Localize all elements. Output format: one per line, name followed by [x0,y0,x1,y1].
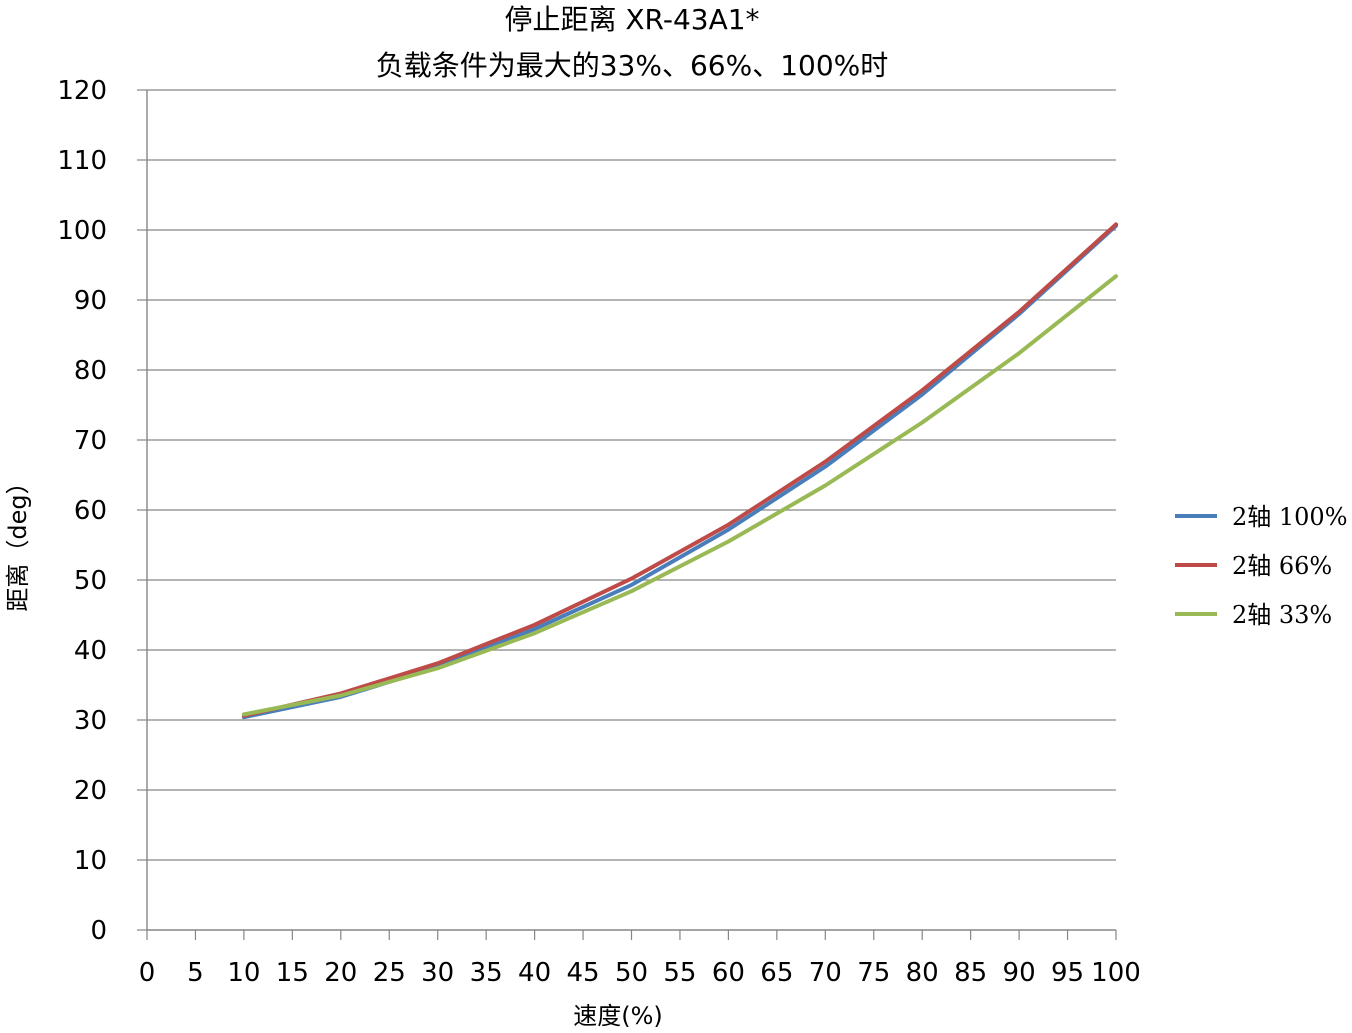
x-tick-label: 40 [518,958,551,988]
x-tick-label: 15 [276,958,309,988]
chart-title: 停止距离 XR-43A1* [504,3,759,36]
legend: 2轴 100% 2轴 66% 2轴 33% [1175,503,1348,629]
series-lines [241,222,1118,720]
tick-labels: 0 10 20 30 40 50 60 70 80 90 100 110 120 0 5 10 15 20 25 30… [57,76,1140,988]
x-axis-title: 速度(%) [573,1002,663,1029]
x-tick-label: 25 [373,958,406,988]
x-tick-label: 65 [760,958,793,988]
x-tick-label: 35 [470,958,503,988]
series-line-3 [241,274,1118,717]
y-tick-label: 50 [74,566,107,596]
y-tick-label: 20 [74,776,107,806]
y-tick-label: 10 [74,846,107,876]
x-tick-label: 55 [663,958,696,988]
y-tick-label: 120 [57,76,107,106]
x-tick-label: 30 [421,958,454,988]
x-tick-label: 70 [809,958,842,988]
x-tick-label: 50 [615,958,648,988]
x-tick-label: 45 [567,958,600,988]
series-line-2 [241,222,1118,718]
y-tick-label: 100 [57,216,107,246]
x-tick-label: 95 [1051,958,1084,988]
y-axis-title: 距离（deg） [4,470,32,611]
x-tick-label: 85 [954,958,987,988]
legend-label-1: 2轴 100% [1232,503,1348,531]
legend-label-3: 2轴 33% [1232,601,1332,629]
x-tick-label: 5 [187,958,204,988]
y-tick-label: 70 [74,426,107,456]
y-tick-label: 0 [90,916,107,946]
x-tick-label: 10 [227,958,260,988]
y-tick-label: 80 [74,356,107,386]
x-tick-label: 0 [139,958,156,988]
legend-label-2: 2轴 66% [1232,552,1332,580]
x-tick-label: 20 [324,958,357,988]
axes [137,89,1117,940]
y-tick-label: 110 [57,146,107,176]
x-tick-label: 90 [1003,958,1036,988]
gridlines [147,89,1116,861]
x-tick-label: 60 [712,958,745,988]
x-tick-label: 75 [857,958,890,988]
y-tick-label: 60 [74,496,107,526]
y-tick-label: 40 [74,636,107,666]
y-tick-label: 30 [74,706,107,736]
x-tick-label: 80 [906,958,939,988]
x-tick-label: 100 [1091,958,1141,988]
chart-subtitle: 负载条件为最大的33%、66%、100%时 [376,49,889,82]
y-tick-label: 90 [74,286,107,316]
